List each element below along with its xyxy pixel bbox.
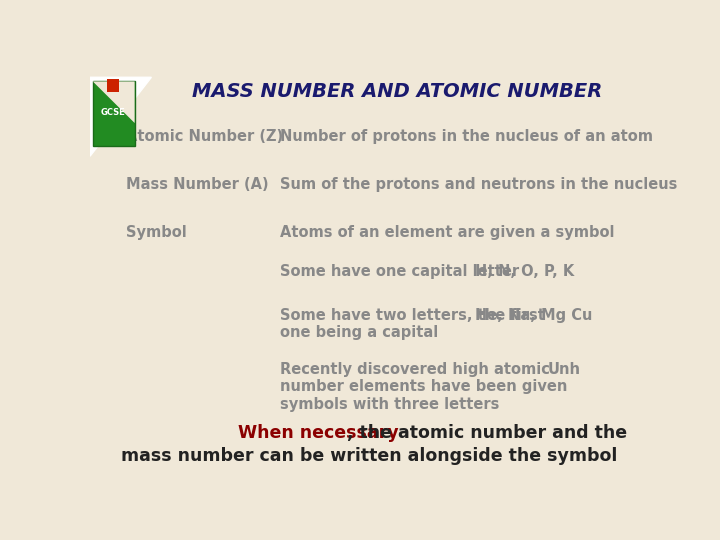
Polygon shape	[93, 82, 135, 123]
Text: Atoms of an element are given a symbol: Atoms of an element are given a symbol	[280, 225, 614, 240]
Text: mass number can be written alongside the symbol: mass number can be written alongside the…	[121, 447, 617, 464]
Text: Mass Number (A): Mass Number (A)	[126, 177, 269, 192]
Text: Sum of the protons and neutrons in the nucleus: Sum of the protons and neutrons in the n…	[280, 177, 677, 192]
Text: Number of protons in the nucleus of an atom: Number of protons in the nucleus of an a…	[280, 129, 653, 144]
Text: When necessary: When necessary	[238, 424, 398, 442]
Text: MASS NUMBER AND ATOMIC NUMBER: MASS NUMBER AND ATOMIC NUMBER	[192, 82, 602, 102]
FancyBboxPatch shape	[93, 82, 135, 146]
Text: Recently discovered high atomic
number elements have been given
symbols with thr: Recently discovered high atomic number e…	[280, 362, 567, 412]
Text: Unh: Unh	[547, 362, 580, 377]
Text: Some have one capital letter: Some have one capital letter	[280, 265, 519, 279]
Text: H, N, O, P, K: H, N, O, P, K	[475, 265, 575, 279]
Text: GCSE: GCSE	[101, 108, 126, 117]
Text: He, Na, Mg Cu: He, Na, Mg Cu	[475, 308, 593, 323]
Text: Some have two letters, the first
one being a capital: Some have two letters, the first one bei…	[280, 308, 544, 340]
Text: Symbol: Symbol	[126, 225, 187, 240]
Polygon shape	[90, 77, 151, 156]
Text: Atomic Number (Z): Atomic Number (Z)	[126, 129, 284, 144]
Text: , the atomic number and the: , the atomic number and the	[347, 424, 627, 442]
FancyBboxPatch shape	[107, 78, 119, 92]
